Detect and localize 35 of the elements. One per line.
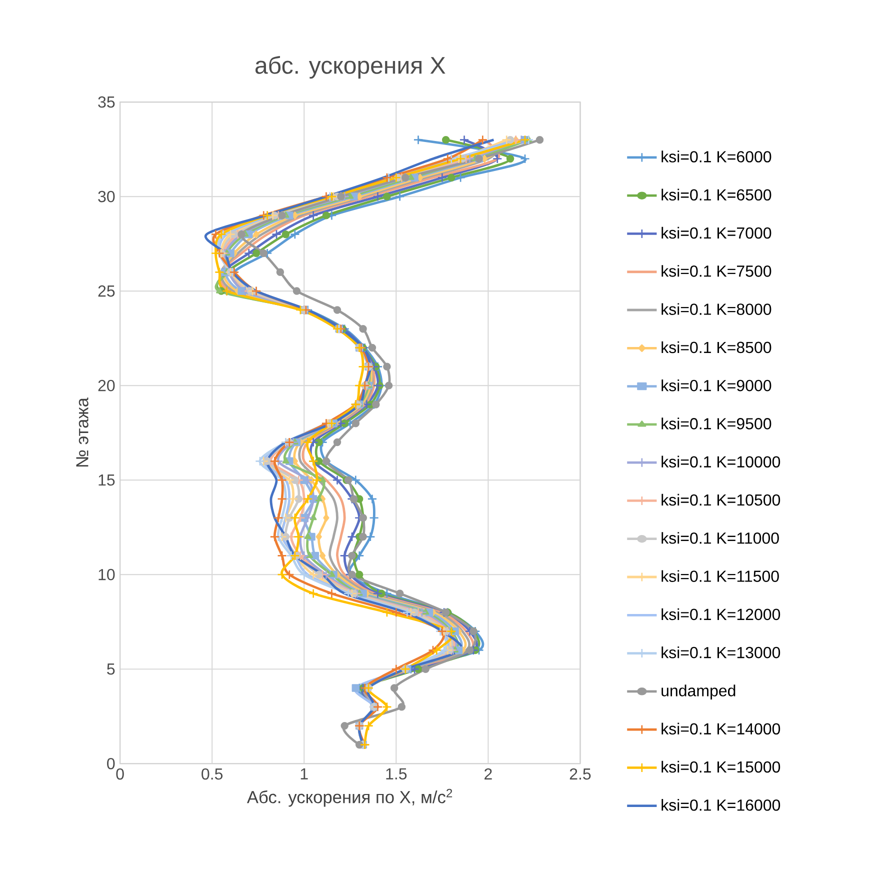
x-tick-label: 1 bbox=[300, 768, 308, 780]
legend-label: ksi=0.1 K=7000 bbox=[662, 227, 772, 239]
legend-label: ksi=0.1 K=11500 bbox=[662, 570, 779, 582]
y-tick-label: 10 bbox=[98, 569, 115, 580]
legend-label: ksi=0.1 K=14000 bbox=[662, 722, 780, 735]
x-tick-label: 2.5 bbox=[570, 768, 591, 780]
legend-label: ksi=0.1 K=16000 bbox=[662, 799, 780, 811]
y-axis-title: № этажа bbox=[76, 398, 88, 467]
y-tick-label: 0 bbox=[107, 758, 115, 770]
legend-label: ksi=0.1 K=8000 bbox=[662, 303, 772, 316]
y-tick-label: 15 bbox=[98, 474, 115, 486]
legend-label: undamped bbox=[662, 684, 736, 700]
legend-label: ksi=0.1 K=15000 bbox=[662, 761, 780, 773]
legend-label: ksi=0.1 K=8500 bbox=[662, 342, 772, 354]
legend-label: ksi=0.1 K=6000 bbox=[662, 150, 772, 163]
legend-label: ksi=0.1 K=7500 bbox=[662, 265, 772, 277]
legend-label: ksi=0.1 K=9000 bbox=[662, 380, 772, 392]
legend-label: ksi=0.1 K=10500 bbox=[662, 494, 780, 506]
y-tick-label: 20 bbox=[98, 380, 115, 392]
y-tick-label: 35 bbox=[98, 96, 115, 108]
x-tick-label: 2 bbox=[484, 768, 492, 780]
chart-title: абс. ускорения X bbox=[255, 56, 446, 79]
y-tick-label: 30 bbox=[98, 191, 115, 202]
legend-label: ksi=0.1 K=9500 bbox=[662, 418, 772, 430]
x-tick-label: 0 bbox=[116, 768, 124, 780]
legend-label: ksi=0.1 K=11000 bbox=[662, 532, 779, 544]
legend-label: ksi=0.1 K=12000 bbox=[662, 608, 780, 620]
x-axis-title: Абс. ускорения по X, м/с$^{2}$ bbox=[246, 788, 452, 807]
x-tick-label: 1.5 bbox=[386, 768, 407, 780]
legend-label: ksi=0.1 K=13000 bbox=[662, 646, 780, 658]
legend-label: ksi=0.1 K=6500 bbox=[662, 188, 772, 201]
y-tick-label: 5 bbox=[107, 664, 115, 675]
x-tick-label: 0.5 bbox=[202, 768, 223, 780]
legend-label: ksi=0.1 K=10000 bbox=[662, 456, 780, 468]
y-tick-label: 25 bbox=[98, 286, 115, 297]
